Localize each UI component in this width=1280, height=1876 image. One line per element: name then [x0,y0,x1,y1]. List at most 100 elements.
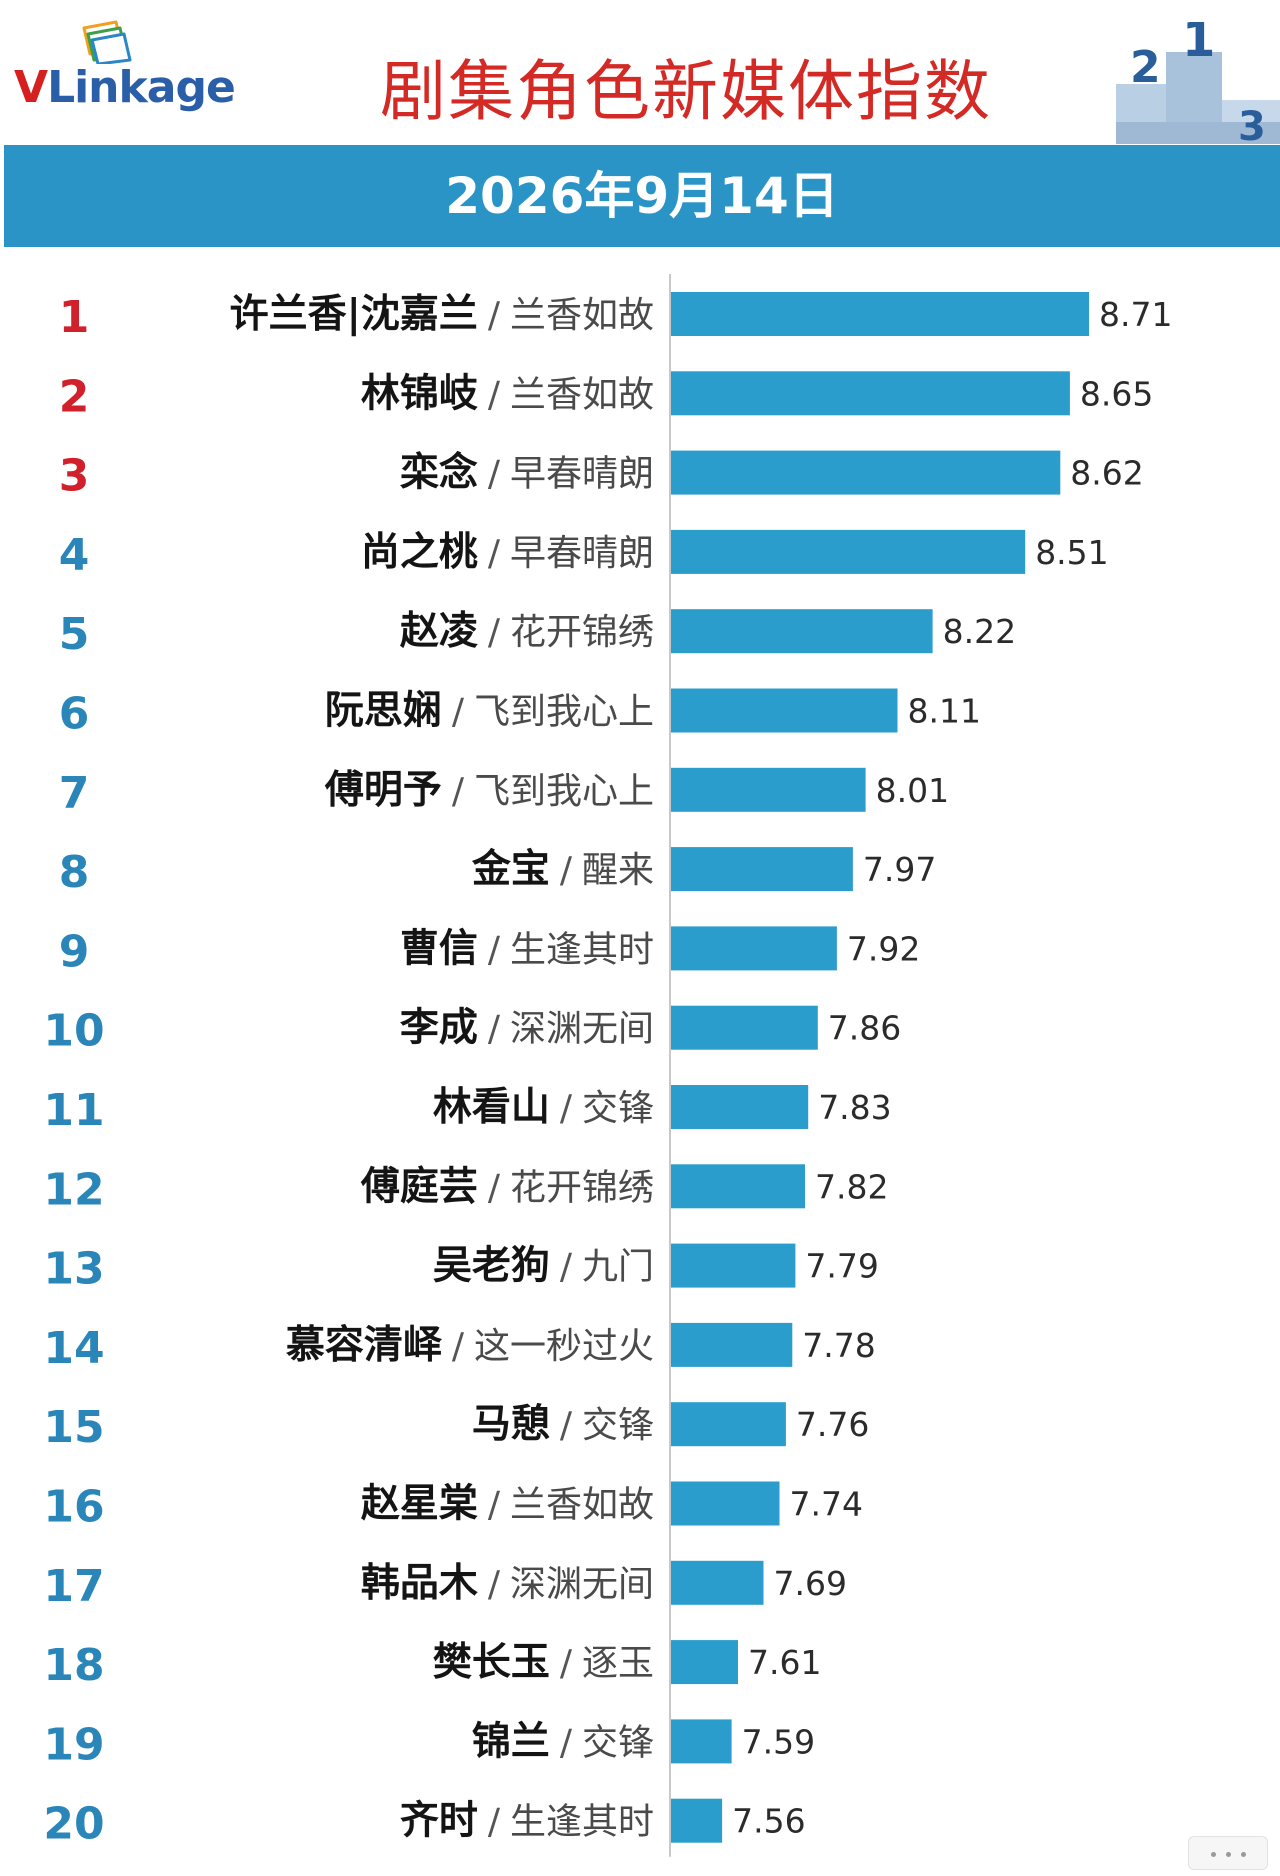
chart-row: 17 韩品木 / 深渊无间 7.69 [43,1560,847,1612]
bar [671,1164,805,1209]
show-name: 深渊无间 [510,1009,654,1050]
rank-label: 8 [59,847,90,898]
category-label: 锦兰 / 交锋 [472,1719,654,1764]
value-label: 7.59 [742,1722,815,1761]
character-name: 慕容清峄 [286,1323,443,1368]
date-banner: 2026年9月14日 [4,145,1280,247]
more-options-button[interactable] [1188,1836,1268,1870]
character-name: 栾念 [400,451,478,496]
show-name: 交锋 [582,1405,654,1446]
character-name: 林锦岐 [361,371,478,416]
rank-label: 6 [59,689,90,740]
svg-text:3: 3 [1238,104,1266,144]
value-label: 7.78 [802,1326,875,1365]
show-name: 逐玉 [582,1643,654,1684]
category-label: 林看山 / 交锋 [433,1085,654,1130]
rank-label: 19 [43,1719,104,1770]
character-name: 吴老狗 [433,1244,550,1289]
bar [671,1085,809,1129]
value-label: 8.71 [1099,295,1172,334]
value-label: 7.82 [815,1167,888,1206]
rank-label: 4 [59,530,90,581]
category-label: 许兰香|沈嘉兰 / 兰香如故 [230,292,654,337]
show-name: 交锋 [582,1088,654,1129]
show-name: 九门 [582,1247,654,1288]
rank-label: 13 [43,1244,104,1295]
bar [671,609,933,654]
separator: / [488,533,501,574]
chart-row: 5 赵凌 / 花开锦绣 8.22 [59,609,1016,660]
rank-label: 14 [43,1323,104,1374]
character-name: 尚之桃 [361,530,478,575]
value-label: 7.69 [774,1564,847,1603]
separator: / [560,1247,573,1288]
character-name: 许兰香|沈嘉兰 [230,292,478,337]
bar [671,450,1061,495]
rank-label: 16 [43,1482,104,1533]
separator: / [560,850,573,891]
show-name: 醒来 [582,850,654,891]
bar [671,1719,732,1764]
rank-label: 2 [59,371,90,422]
character-name: 赵星棠 [361,1482,478,1527]
bar [671,688,898,733]
show-name: 这一秒过火 [474,1326,654,1367]
value-label: 8.65 [1080,374,1153,413]
ranking-bar-chart: 1 许兰香|沈嘉兰 / 兰香如故 8.712 林锦岐 / 兰香如故 8.653 栾念 / 早春晴朗 8.… [43,274,1172,1857]
bar [671,1243,796,1288]
rank-label: 20 [43,1799,104,1850]
separator: / [560,1722,573,1763]
chart-row: 7 傅明予 / 飞到我心上 8.01 [59,767,949,819]
show-name: 深渊无间 [510,1564,654,1605]
value-label: 7.83 [818,1088,891,1127]
value-label: 8.22 [943,612,1016,651]
character-name: 阮思娴 [325,689,442,734]
category-label: 慕容清峄 / 这一秒过火 [286,1323,654,1368]
character-name: 赵凌 [400,609,478,654]
character-name: 樊长玉 [433,1640,550,1685]
show-name: 兰香如故 [510,295,654,336]
separator: / [560,1643,573,1684]
chart-row: 4 尚之桃 / 早春晴朗 8.51 [59,529,1109,581]
chart-row: 1 许兰香|沈嘉兰 / 兰香如故 8.71 [59,292,1172,343]
value-label: 7.97 [863,850,936,889]
separator: / [488,1167,501,1208]
logo-v: V [14,62,48,113]
chart-row: 2 林锦岐 / 兰香如故 8.65 [59,371,1153,422]
chart-row: 12 傅庭芸 / 花开锦绣 7.82 [43,1164,888,1215]
rank-label: 10 [43,1006,104,1057]
show-name: 花开锦绣 [510,612,654,653]
category-label: 金宝 / 醒来 [471,847,654,892]
value-label: 7.86 [828,1009,901,1048]
rank-label: 3 [59,451,90,502]
category-label: 李成 / 深渊无间 [400,1006,654,1051]
category-label: 曹信 / 生逢其时 [400,926,654,971]
separator: / [488,374,501,415]
show-name: 兰香如故 [510,1485,654,1526]
separator: / [488,1802,501,1843]
value-label: 8.62 [1070,454,1143,493]
separator: / [488,1564,501,1605]
separator: / [488,1485,501,1526]
rank-label: 11 [43,1085,104,1136]
bar [671,529,1026,574]
value-label: 7.56 [732,1802,805,1841]
bar [671,1322,793,1367]
separator: / [452,692,465,733]
show-name: 交锋 [582,1722,654,1763]
show-name: 早春晴朗 [510,533,654,574]
separator: / [488,454,501,495]
character-name: 林看山 [433,1085,550,1130]
chart-row: 9 曹信 / 生逢其时 7.92 [59,926,920,977]
chart-row: 10 李成 / 深渊无间 7.86 [43,1005,901,1057]
value-label: 7.92 [847,929,920,968]
bar [671,1640,738,1685]
chart-row: 16 赵星棠 / 兰香如故 7.74 [43,1481,863,1533]
logo-cards-icon [82,20,132,64]
category-label: 赵星棠 / 兰香如故 [361,1482,654,1527]
bar [671,1402,786,1447]
character-name: 韩品木 [361,1561,478,1606]
show-name: 飞到我心上 [474,771,654,812]
bar [671,371,1070,416]
show-name: 飞到我心上 [474,692,654,733]
